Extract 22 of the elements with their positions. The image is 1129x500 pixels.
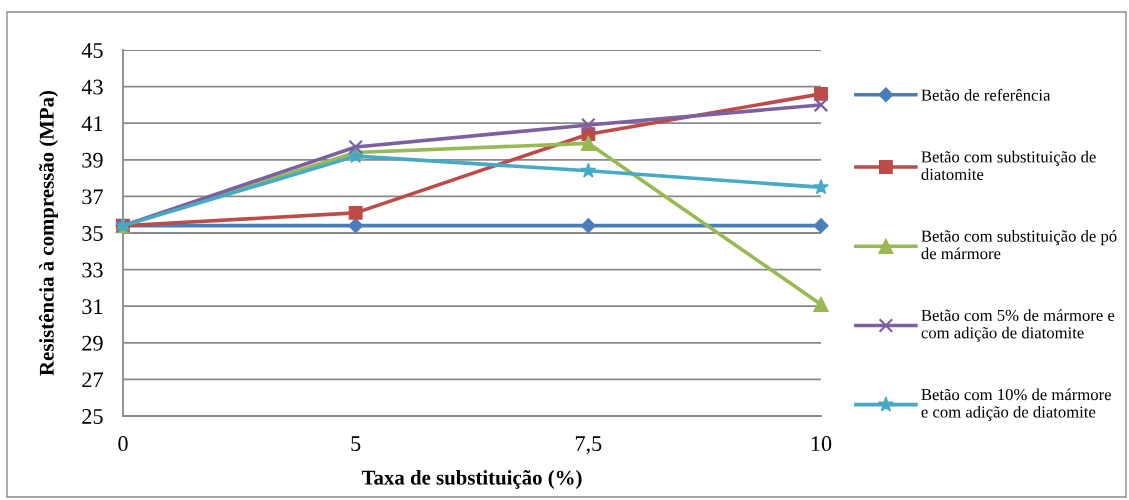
x-tick-label: 7,5 xyxy=(575,436,602,455)
y-tick-label: 41 xyxy=(81,116,103,131)
y-tick-label: 27 xyxy=(82,372,103,388)
y-tick-label: 37 xyxy=(82,189,103,205)
y-tick-label: 43 xyxy=(81,79,103,95)
legend-label: Betão com substituição de pó de mármore xyxy=(921,230,1117,260)
y-tick-label: 25 xyxy=(82,408,103,424)
y-tick-label: 33 xyxy=(82,262,103,278)
y-tick-label: 39 xyxy=(82,152,103,168)
legend-label: Betão com 5% de mármore e com adição de diatomite xyxy=(921,309,1115,342)
y-axis-title: Resistência à compressão (MPa) xyxy=(38,90,58,376)
x-tick-label: 0 xyxy=(118,436,128,452)
y-tick-label: 31 xyxy=(82,299,103,315)
x-axis-title: Taxa de substituição (%) xyxy=(361,470,582,489)
legend-label: Betão com 10% de mármore e com adição de diatomite xyxy=(921,388,1111,421)
y-tick-label: 45 xyxy=(81,43,103,58)
x-tick-label: 10 xyxy=(811,436,832,452)
y-tick-label: 35 xyxy=(82,225,103,241)
x-tick-label: 5 xyxy=(351,436,361,452)
legend-label: Betão de referência xyxy=(921,88,1051,101)
legend-label: Betão com substituição de diatomite xyxy=(921,150,1096,180)
y-tick-label: 29 xyxy=(82,335,103,351)
